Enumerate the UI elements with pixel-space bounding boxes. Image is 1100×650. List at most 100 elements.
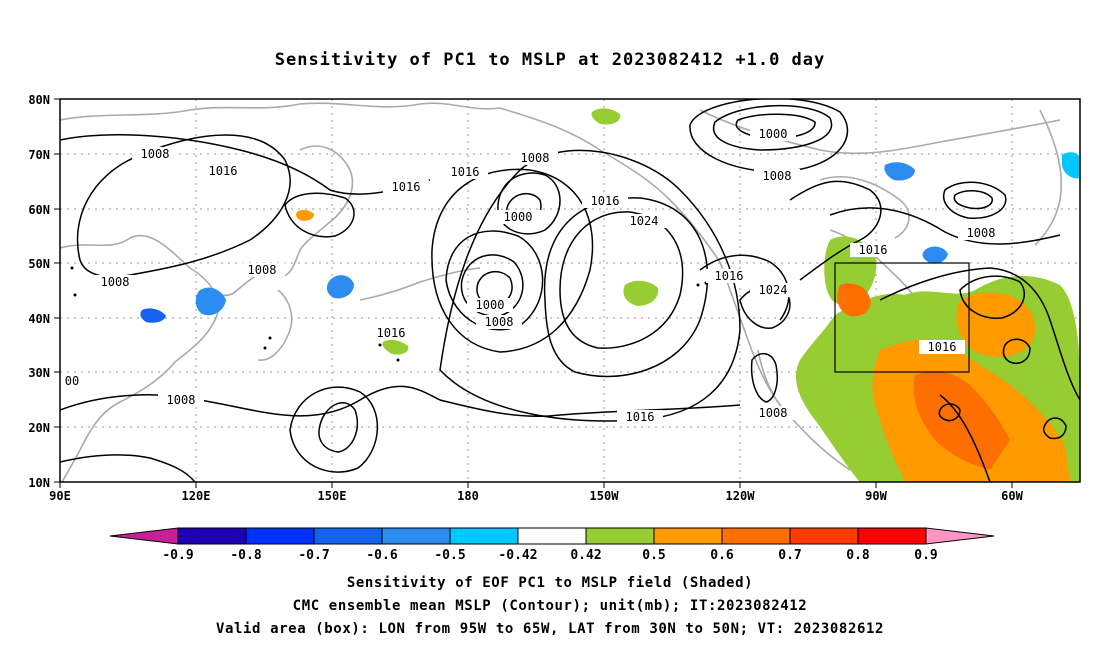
- contour-1008-arctic-low-outer: [689, 99, 849, 173]
- contour-label: 1000: [495, 210, 541, 224]
- contour-1008-bering-low: [497, 172, 561, 235]
- contour-label: 1016: [383, 180, 429, 194]
- contour-label: 1008: [239, 263, 285, 277]
- colorbar-segment: [585, 527, 655, 545]
- contour-label: 1016: [850, 243, 896, 257]
- contour-1008-caribbean-ring: [1042, 417, 1067, 440]
- positive-patch-pacific: [382, 339, 409, 355]
- colorbar-tick-label: 0.9: [914, 548, 937, 563]
- contour-label: 1008: [92, 275, 138, 289]
- contour-label-text: 1016: [928, 340, 957, 354]
- negative-patch-hudson: [884, 162, 915, 181]
- colorbar-min-arrow: [109, 527, 179, 545]
- latitude-labels: 80N 70N 60N 50N 40N 30N 20N 10N: [28, 93, 50, 490]
- contour-label-text: 1008: [763, 169, 792, 183]
- lon-label: 120W: [726, 489, 756, 503]
- contour-label-text: 1008: [521, 151, 550, 165]
- colorbar-segment: [381, 527, 451, 545]
- colorbar-tick-label: 0.8: [846, 548, 870, 563]
- contour-label-text: 1008: [101, 275, 130, 289]
- contour-1016-bermuda-ring: [938, 403, 961, 422]
- contour-label: 1024: [750, 283, 796, 297]
- contour-1000-greenland-low: [953, 190, 993, 210]
- contour-label-text: 1008: [167, 393, 196, 407]
- contour-1016-tropical-low: [318, 402, 359, 453]
- contour-1016-atlantic-south: [939, 394, 991, 482]
- contour-1016-tropical-low-outer: [289, 386, 379, 473]
- caption-line-3: Valid area (box): LON from 95W to 65W, L…: [215, 621, 885, 637]
- contour-1008-south-china: [60, 454, 196, 482]
- contour-label-text: 1008: [759, 406, 788, 420]
- positive-patch-aleutian: [623, 280, 659, 306]
- contour-label-text: 1016: [715, 269, 744, 283]
- contour-1008-mexico-low: [750, 353, 778, 403]
- contour-1016-pacific-large: [439, 149, 741, 422]
- chart-title: Sensitivity of PC1 to MSLP at 2023082412…: [274, 50, 826, 70]
- coastline-alaska: [499, 107, 721, 263]
- colorbar-segment: [653, 527, 723, 545]
- caption-line-2: CMC ensemble mean MSLP (Contour); unit(m…: [292, 598, 808, 614]
- colorbar-segment: [721, 527, 791, 545]
- positive-patch-okhotsk: [296, 209, 314, 221]
- lon-label: 120E: [182, 489, 211, 503]
- contour-label: 1008: [512, 151, 558, 165]
- contour-label-text: 1016: [451, 165, 480, 179]
- colorbar-tick-label: -0.5: [434, 548, 465, 563]
- colorbar-tick-label: -0.7: [298, 548, 329, 563]
- contour-label-text: 1000: [759, 127, 788, 141]
- colorbar-segment: [449, 527, 519, 545]
- contour-label: 1016: [200, 164, 246, 178]
- lon-label: 180: [457, 489, 479, 503]
- contour-label: 1000: [467, 298, 513, 312]
- positive-region-north-core: [837, 283, 871, 317]
- contour-label: 1016: [617, 410, 663, 424]
- lat-label: 10N: [28, 476, 50, 490]
- lon-label: 60W: [1001, 489, 1023, 503]
- coastline-na-west: [719, 261, 851, 471]
- lat-label: 20N: [28, 421, 50, 435]
- contour-1008-siberia: [76, 134, 291, 278]
- caption-line-1: Sensitivity of EOF PC1 to MSLP field (Sh…: [346, 575, 754, 591]
- contour-label-text: 1008: [141, 147, 170, 161]
- coastline-greenland: [1034, 109, 1063, 246]
- contour-1008-arctic-low-inner: [735, 113, 816, 140]
- contour-1008-okhotsk-low: [284, 192, 355, 238]
- lat-label: 30N: [28, 366, 50, 380]
- contour-1016-atlantic-ring: [1002, 338, 1031, 364]
- contour-label: 1016: [582, 194, 628, 208]
- lon-label: 90W: [865, 489, 887, 503]
- contour-label-text: 1024: [630, 214, 659, 228]
- contour-label: 1008: [958, 226, 1004, 240]
- contour-label: 1016: [919, 340, 965, 354]
- negative-patch-kamchatka: [326, 275, 354, 299]
- lat-label: 50N: [28, 257, 50, 271]
- colorbar-tick-label: 0.7: [778, 548, 801, 563]
- coastline-siberia: [60, 102, 501, 121]
- coastline-baja: [757, 349, 783, 409]
- positive-patch-arctic: [591, 108, 621, 125]
- lat-label: 60N: [28, 203, 50, 217]
- contour-label-text: 1008: [485, 315, 514, 329]
- colorbar-tick-label: -0.6: [366, 548, 397, 563]
- negative-patch-labrador: [922, 246, 948, 264]
- contour-1008-aleutian-low-3: [445, 230, 544, 331]
- lon-label: 150W: [590, 489, 620, 503]
- coastline-asia-east: [60, 234, 219, 482]
- coastline-hudson: [819, 176, 910, 239]
- contour-label-text: 1008: [967, 226, 996, 240]
- lat-label: 70N: [28, 148, 50, 162]
- plot-frame: [59, 98, 1081, 483]
- contour-label-text: 1016: [626, 410, 655, 424]
- contour-label: 00: [60, 374, 86, 388]
- contour-1016-northeast-ring: [959, 275, 1025, 319]
- island-markers: [70, 266, 708, 362]
- colorbar-segment: [789, 527, 859, 545]
- contour-1016-siberia-wave: [60, 134, 431, 195]
- contour-label-text: 1016: [591, 194, 620, 208]
- colorbar-segment: [313, 527, 383, 545]
- lon-label: 90E: [49, 489, 71, 503]
- contour-1000-arctic-low: [712, 105, 833, 151]
- colorbar-tick-label: -0.9: [162, 548, 193, 563]
- contour-label: 1024: [621, 214, 667, 228]
